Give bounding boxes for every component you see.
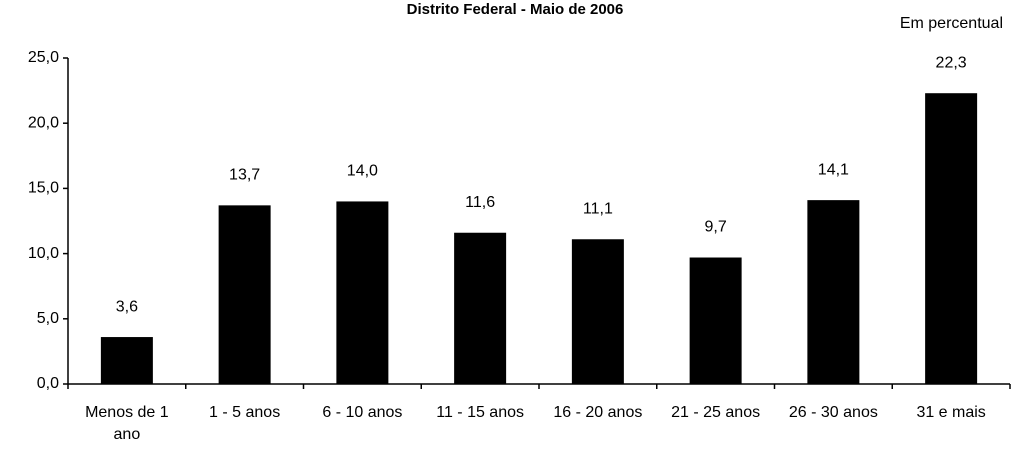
x-tick-label: 6 - 10 anos: [322, 404, 403, 421]
value-label: 22,3: [936, 54, 967, 71]
value-label: 14,0: [347, 163, 378, 180]
y-tick-label: 5,0: [37, 310, 59, 327]
x-tick-label: 16 - 20 anos: [553, 404, 643, 421]
y-tick-label: 0,0: [37, 375, 59, 392]
chart-subtitle: Em percentual: [900, 15, 1003, 32]
bar: [454, 232, 507, 384]
bar: [807, 200, 860, 384]
x-tick-label: 21 - 25 anos: [671, 404, 761, 421]
value-label: 13,7: [229, 167, 260, 184]
value-label: 11,6: [465, 194, 495, 211]
value-label: 11,1: [583, 200, 613, 217]
value-label: 3,6: [116, 298, 138, 315]
bar: [336, 201, 389, 384]
bar: [925, 93, 978, 384]
bar: [100, 337, 153, 384]
y-tick-label: 25,0: [28, 49, 59, 66]
x-tick-label: 11 - 15 anos: [436, 404, 524, 421]
x-tick-label: 26 - 30 anos: [788, 404, 878, 421]
y-tick-label: 10,0: [28, 245, 59, 262]
y-tick-label: 20,0: [28, 114, 59, 131]
bar: [218, 205, 271, 384]
bar: [689, 257, 742, 384]
x-tick-label: 1 - 5 anos: [209, 404, 281, 421]
x-tick-label: Menos de 1 ano: [85, 404, 169, 443]
value-label: 14,1: [818, 161, 849, 178]
y-tick-label: 15,0: [28, 180, 59, 197]
bar: [571, 239, 624, 384]
value-label: 9,7: [705, 219, 727, 236]
x-tick-label: 31 e mais: [916, 404, 986, 421]
chart-title: Distrito Federal - Maio de 2006: [407, 1, 624, 18]
